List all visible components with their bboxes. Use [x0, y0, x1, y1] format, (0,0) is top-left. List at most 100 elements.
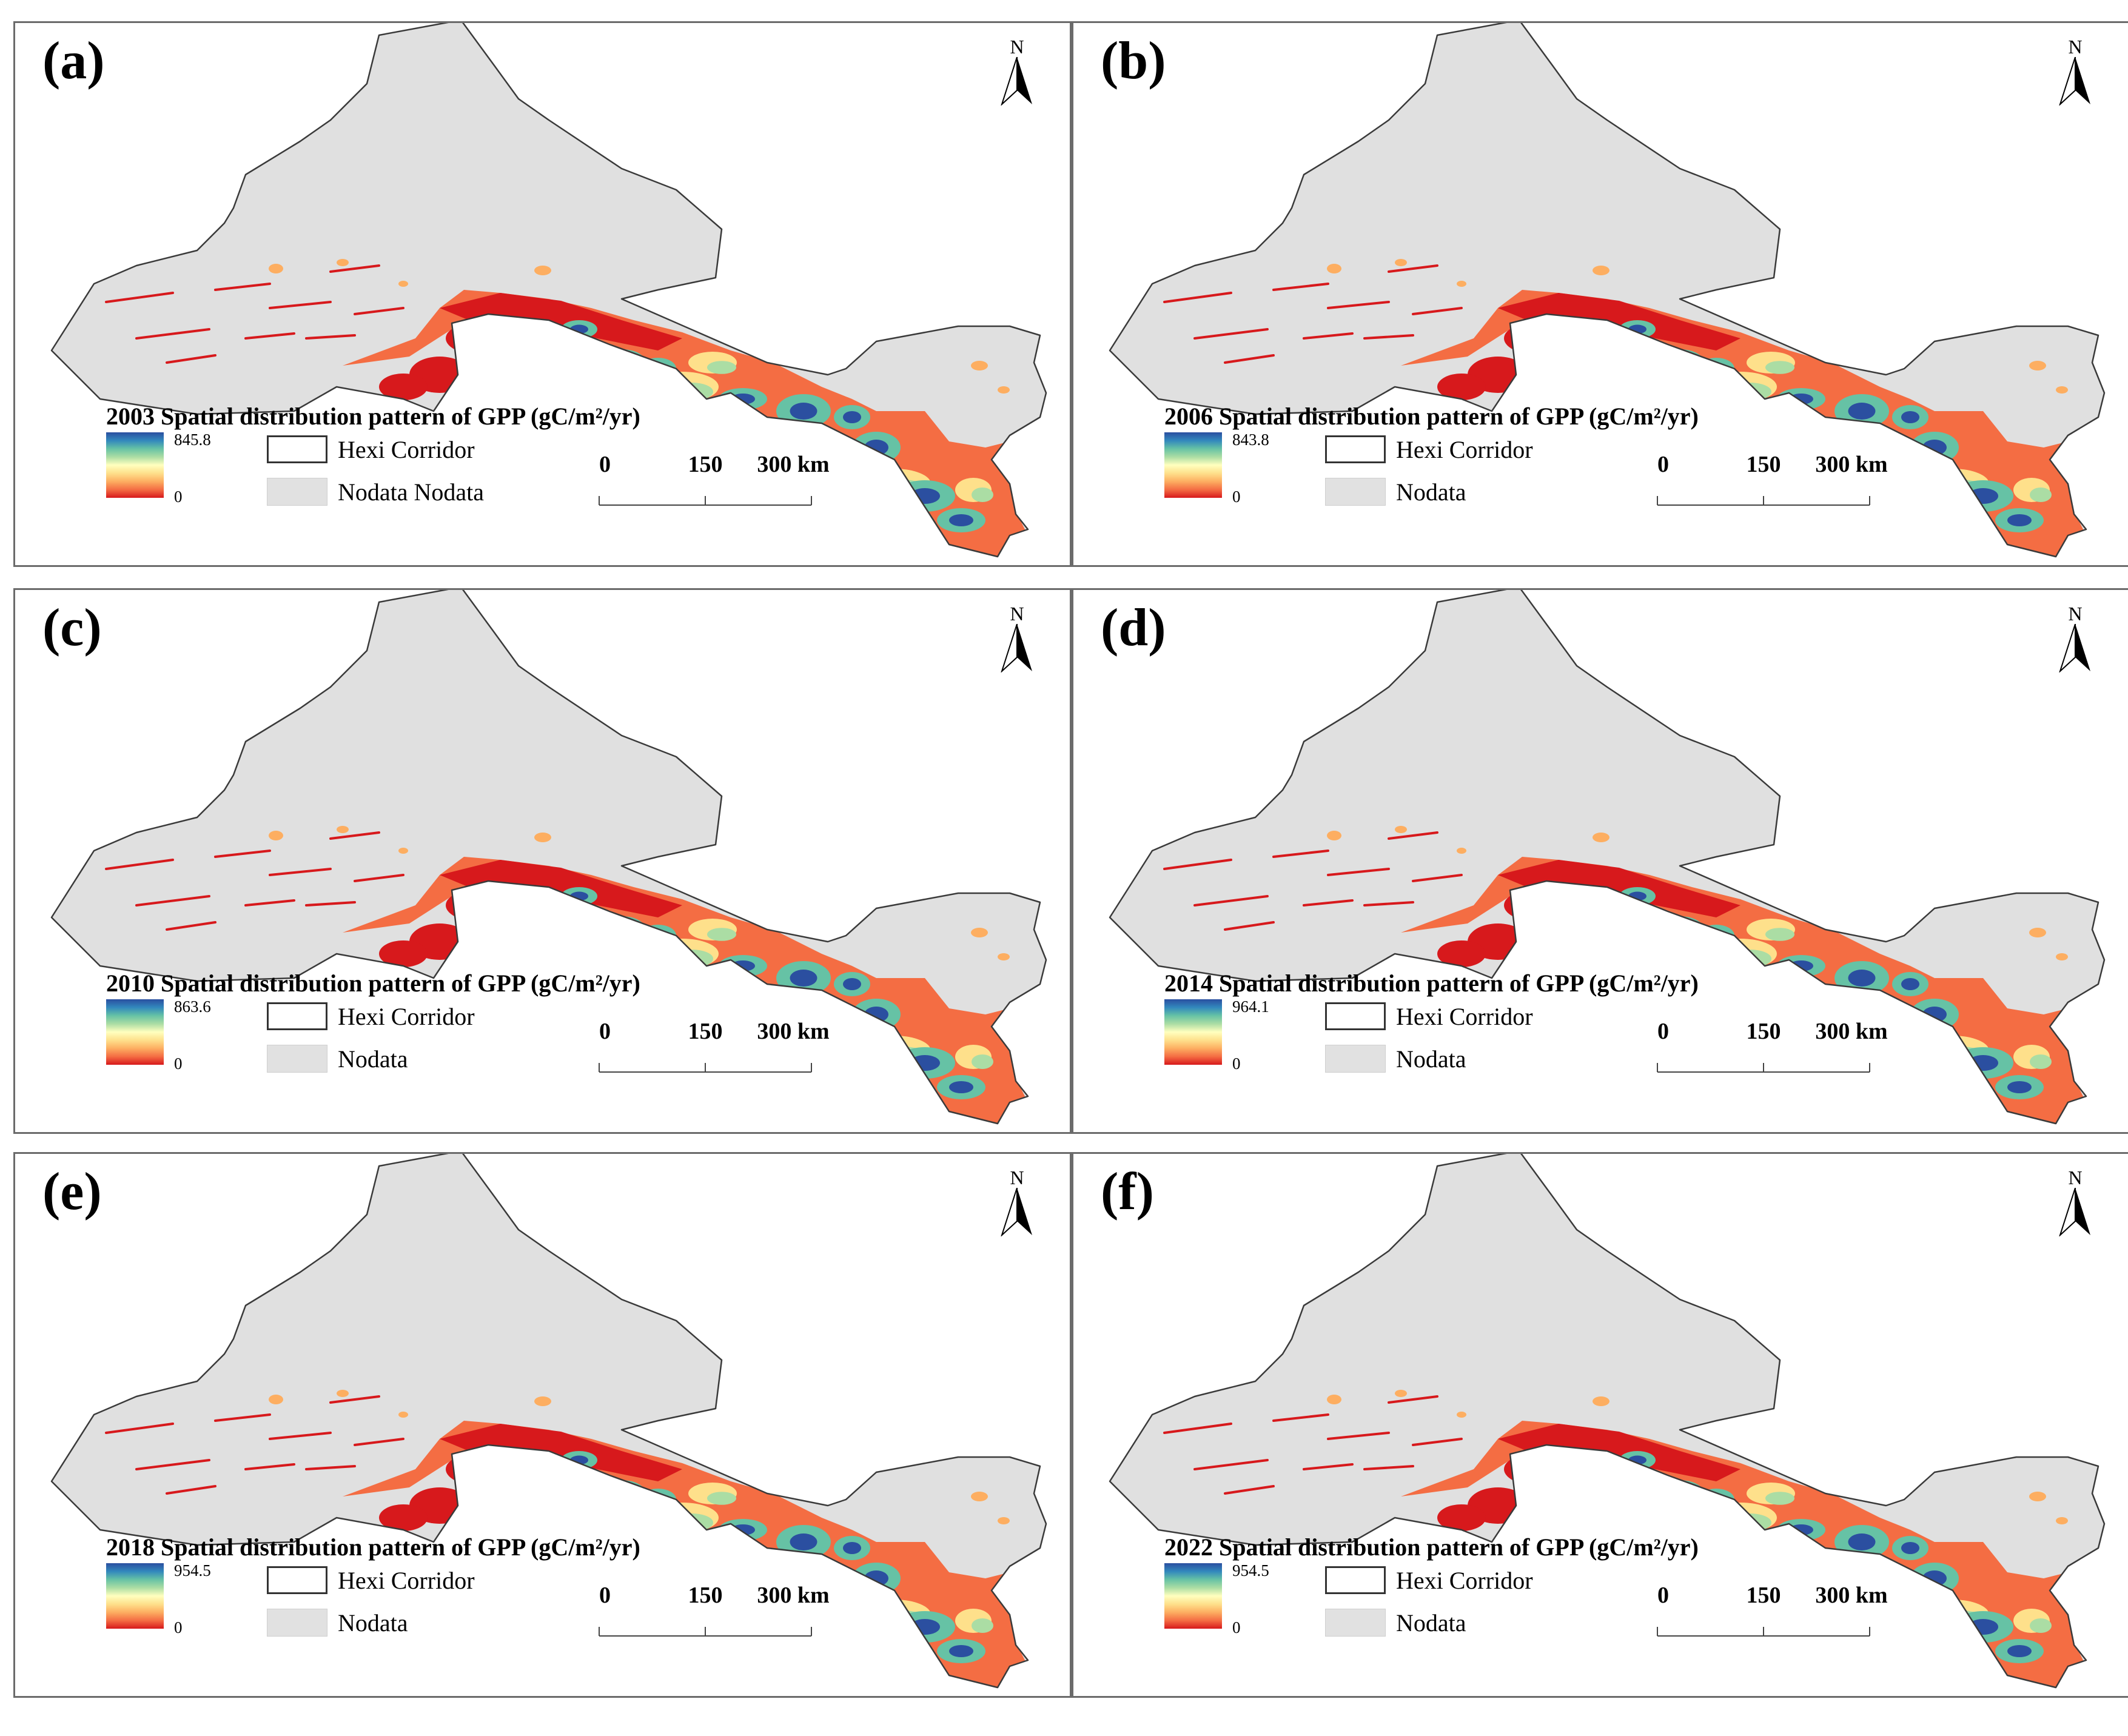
panel-label: (b): [1101, 32, 1166, 90]
gpp-low-patch: [500, 896, 573, 927]
gpp-high-patch: [879, 1640, 922, 1662]
gpp-streak: [244, 1463, 295, 1470]
gpp-streak: [1412, 307, 1463, 315]
north-label: N: [2068, 603, 2083, 625]
nodata-swatch: [1325, 1045, 1386, 1073]
hexi-corridor-label: Hexi Corridor: [1396, 436, 1533, 463]
gpp-streak: [1303, 899, 1354, 907]
north-arrow-icon: [2058, 623, 2090, 674]
hexi-corridor-swatch: [1325, 1566, 1386, 1594]
color-ramp-bar: [1164, 432, 1222, 498]
gpp-peak-patch: [1948, 515, 1970, 526]
gpp-map: [1109, 1154, 2106, 1689]
gpp-low-patch: [446, 887, 531, 923]
gpp-low-patch: [379, 940, 428, 967]
nodata-label: Nodata: [1396, 478, 1466, 506]
gpp-midhigh-patch: [2030, 1618, 2052, 1633]
gpp-map: [50, 23, 1047, 558]
gpp-color-ramp: [106, 1563, 164, 1629]
ramp-max-value: 954.5: [1232, 1561, 1269, 1580]
ramp-max-value: 845.8: [174, 431, 211, 449]
scale-tick-label: 300 km: [1815, 1583, 1887, 1608]
north-arrow-icon: [2058, 56, 2090, 107]
gpp-streak: [135, 895, 210, 907]
nodata-label: Nodata: [338, 1045, 408, 1073]
gpp-streak: [214, 1413, 271, 1422]
gpp-streak: [1272, 1413, 1329, 1422]
gpp-spot: [1457, 848, 1466, 854]
gpp-low-patch: [379, 1504, 428, 1531]
gpp-high-patch: [879, 1076, 922, 1098]
color-ramp-bar: [106, 1563, 164, 1629]
north-label: N: [2068, 36, 2083, 58]
gpp-spot: [398, 281, 408, 287]
scale-tick-label: 150: [688, 1583, 723, 1608]
north-arrow-icon: [1000, 623, 1032, 674]
gpp-spot: [971, 1492, 988, 1501]
map-panel-a: (a) N 2003 Spatial distribution pattern of…: [13, 21, 1072, 567]
gpp-high-patch: [1656, 349, 1704, 376]
gpp-streak: [1363, 901, 1414, 907]
gpp-peak-patch: [1948, 1646, 1970, 1657]
gpp-low-fringe: [1498, 1424, 1740, 1481]
scale-bar: 0 150 300 km: [599, 452, 830, 506]
north-label: N: [1010, 1167, 1024, 1188]
gpp-low-patch: [1601, 1487, 1662, 1512]
gpp-peak-patch: [1922, 1570, 1947, 1586]
gpp-high-patch: [597, 349, 646, 376]
gpp-peak-patch: [949, 1081, 973, 1093]
map-panel-d: (d) N 2014 Spatial distribution pattern of…: [1072, 588, 2128, 1134]
gpp-low-patch: [1559, 1460, 1631, 1490]
gpp-peak-patch: [609, 1487, 634, 1500]
gpp-peak-patch: [1901, 411, 1919, 423]
gpp-peak-patch: [1922, 440, 1947, 455]
ramp-max-value: 863.6: [174, 997, 211, 1016]
gpp-color-ramp: [1164, 432, 1222, 498]
gpp-map: [50, 1154, 1047, 1689]
gpp-streak: [1327, 868, 1390, 876]
nodata-swatch: [1325, 478, 1386, 506]
hexi-corridor-outline: [50, 23, 1047, 558]
gpp-streak: [305, 901, 356, 907]
legend-title: 2014 Spatial distribution pattern of GPP…: [1164, 970, 1699, 997]
legend-title: 2018 Spatial distribution pattern of GPP…: [106, 1533, 640, 1561]
nodata-area: [52, 590, 1046, 1124]
gpp-midhigh-patch: [972, 488, 993, 502]
north-arrow-icon: [1000, 56, 1032, 107]
gpp-midhigh-patch: [707, 361, 736, 374]
panel-label: (a): [42, 32, 105, 90]
scale-tick-label: 300 km: [1815, 452, 1887, 477]
gpp-spot: [1593, 1396, 1609, 1406]
gpp-peak-patch: [1848, 1533, 1876, 1550]
north-arrow: N: [996, 36, 1038, 109]
gpp-spot: [1457, 1412, 1466, 1418]
map-panel-f: (f) N 2022 Spatial distribution pattern of…: [1072, 1152, 2128, 1698]
hexi-corridor-label: Hexi Corridor: [338, 1567, 475, 1594]
hexi-corridor-swatch: [267, 1566, 327, 1594]
gpp-spot: [269, 831, 283, 840]
scale-bar: 0 150 300 km: [1657, 1583, 1888, 1637]
gpp-streak: [329, 264, 380, 273]
gpp-peak-patch: [949, 514, 973, 526]
gpp-midhigh-patch: [2030, 1054, 2052, 1069]
gpp-map: [1109, 23, 2106, 558]
scale-tick-label: 150: [688, 452, 723, 477]
scale-tick-label: 0: [1657, 1019, 1669, 1044]
north-label: N: [1010, 603, 1024, 625]
nodata-label: Nodata Nodata: [338, 478, 485, 506]
gpp-spot: [398, 1412, 408, 1418]
nodata-area: [1110, 23, 2104, 557]
scale-bar: 0 150 300 km: [599, 1583, 830, 1637]
nodata-swatch: [267, 1045, 327, 1073]
gpp-low-patch: [500, 329, 573, 360]
gpp-map: [50, 590, 1047, 1125]
gpp-streak: [1363, 334, 1414, 340]
nodata-area: [1110, 590, 2104, 1124]
gpp-spot: [998, 386, 1010, 394]
scale-tick-label: 0: [1657, 1583, 1669, 1608]
gpp-high-patch: [1698, 1489, 1734, 1510]
hexi-corridor-label: Hexi Corridor: [338, 436, 475, 463]
gpp-streak: [269, 1432, 332, 1440]
gpp-streak: [269, 301, 332, 309]
gpp-color-ramp: [1164, 999, 1222, 1065]
